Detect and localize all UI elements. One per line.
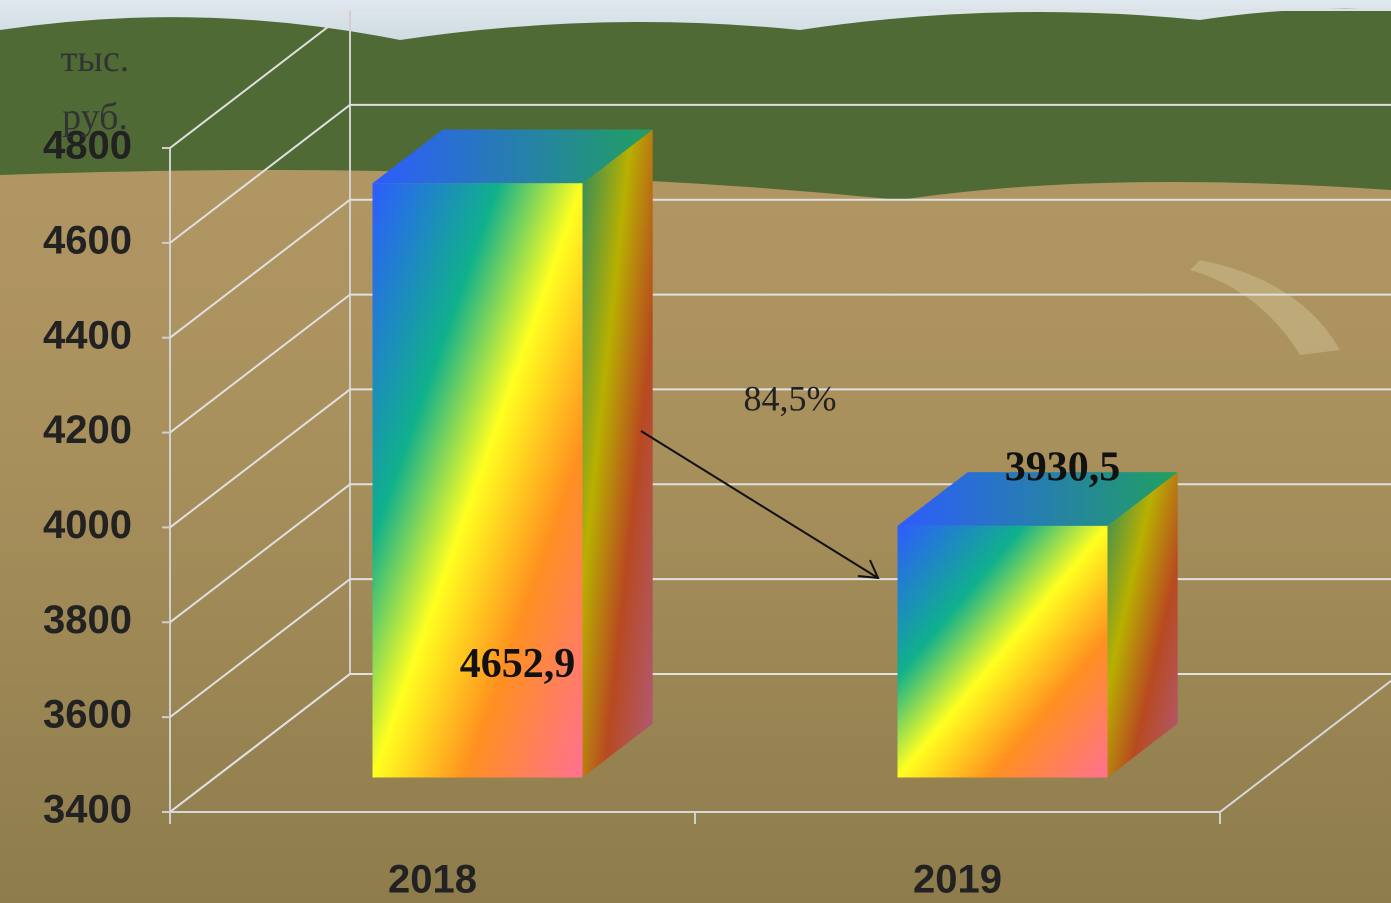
- grid-line: [169, 388, 1391, 529]
- y-tick-label: 3600: [43, 693, 132, 737]
- value-label: 4652,9: [460, 641, 576, 687]
- y-tick-label: 3400: [43, 788, 132, 832]
- bar: [372, 183, 583, 778]
- grid-line: [169, 198, 1391, 339]
- value-label: 3930,5: [1005, 445, 1121, 491]
- grid-line: [169, 293, 1391, 434]
- x-tick-label: 2019: [913, 858, 1002, 902]
- y-tick-label: 3800: [43, 598, 132, 642]
- y-tick-label: 4800: [43, 124, 132, 168]
- background-path: [1190, 260, 1340, 355]
- bar-side: [582, 129, 653, 778]
- bar-top: [372, 129, 653, 184]
- annotation-arrowhead: [857, 559, 880, 580]
- y-tick-label: 4200: [43, 408, 132, 452]
- y-tick-label: 4400: [43, 313, 132, 357]
- y-tick-label: 4600: [43, 218, 132, 262]
- plot: 3400 3600 3800 4000 4200 4400 4600 4800 2018 4652…: [43, 9, 1391, 902]
- grid-line: [169, 103, 1391, 244]
- annotation-arrow: [640, 430, 879, 579]
- annotation: 84,5%: [744, 378, 837, 418]
- bar-top: [897, 472, 1178, 526]
- bar: [897, 525, 1108, 778]
- y-axis-title: тыс. руб.: [60, 38, 130, 138]
- x-tick-label: 2018: [388, 858, 477, 902]
- bar-side: [1107, 472, 1178, 778]
- y-tick-label: 4000: [43, 503, 132, 547]
- grid-line: [169, 9, 1391, 149]
